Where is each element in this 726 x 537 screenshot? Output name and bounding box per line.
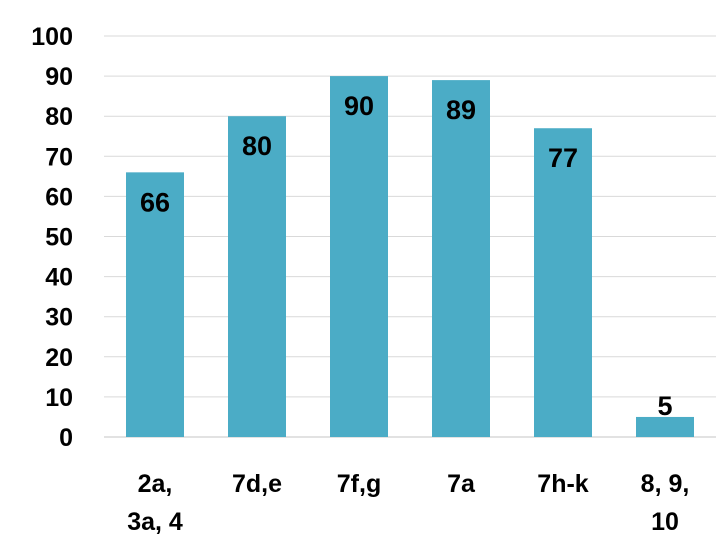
data-label: 5 [657,391,672,421]
y-tick-label: 30 [45,304,73,332]
data-label: 80 [242,131,272,161]
gridlines [104,35,716,438]
y-tick-label: 80 [45,103,73,131]
x-category-label: 7d,e [232,470,282,498]
bar [330,76,388,437]
bar [126,172,184,437]
x-category-label: 3a, 4 [127,508,183,536]
bar [534,128,592,438]
x-category-label: 2a, [138,470,173,498]
bar [228,116,286,437]
data-label: 77 [548,143,578,173]
y-tick-label: 10 [45,384,73,412]
x-category-label: 7h-k [537,470,589,498]
y-tick-label: 70 [45,143,73,171]
y-tick-label: 60 [45,183,73,211]
x-category-label: 10 [651,508,679,536]
bar [432,80,490,438]
y-tick-label: 100 [31,23,73,51]
x-category-label: 8, 9, [641,470,690,498]
y-tick-label: 50 [45,224,73,252]
x-axis-categories: 2a, 3a, 4 7d,e 7f,g 7a 7h-k 8, 9, 10 [127,470,689,536]
x-category-label: 7a [447,470,476,498]
y-tick-label: 40 [45,264,73,292]
bar [636,416,694,437]
y-tick-label: 20 [45,344,73,372]
data-label: 66 [140,187,170,217]
bars [126,76,694,438]
y-axis-ticks: 0 10 20 30 40 50 60 70 80 90 100 [31,23,73,452]
y-tick-label: 0 [59,424,73,452]
y-tick-label: 90 [45,63,73,91]
data-labels: 66 80 90 89 77 5 [140,91,673,421]
data-label: 89 [446,95,476,125]
data-label: 90 [344,91,374,121]
x-category-label: 7f,g [337,470,381,498]
